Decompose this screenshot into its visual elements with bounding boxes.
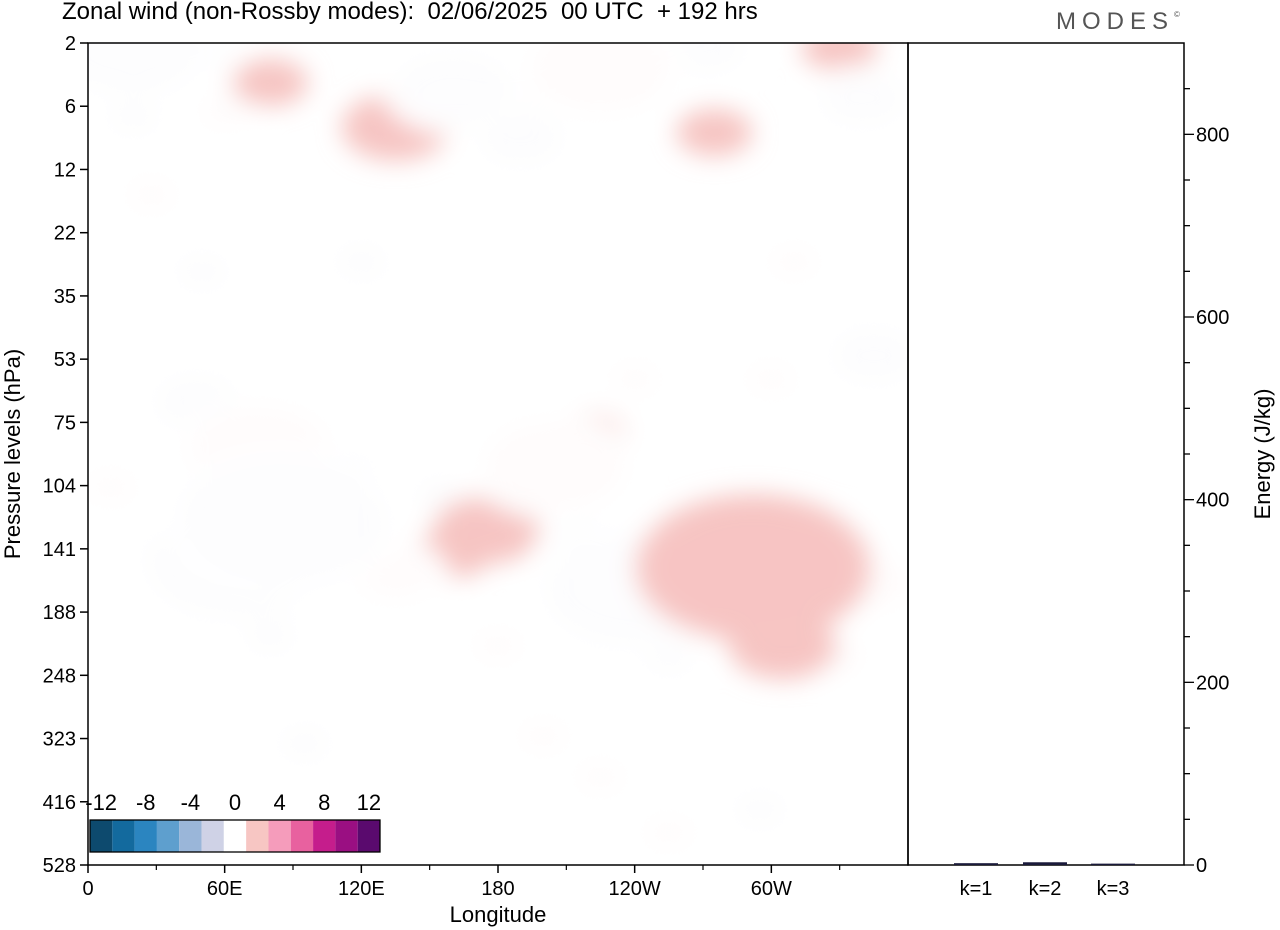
colorbar-swatch [112, 820, 135, 852]
y-tick-label: 35 [54, 286, 76, 308]
copyright-mark: © [1174, 10, 1180, 19]
y-tick-label: 104 [43, 476, 76, 498]
energy-tick-label: 400 [1196, 490, 1229, 512]
wind-anomaly-cell [505, 712, 582, 761]
y-tick-label: 416 [43, 792, 76, 814]
y-tick-label: 12 [54, 159, 76, 181]
colorbar-swatch [134, 820, 157, 852]
wind-anomaly-cell [630, 808, 708, 857]
energy-bar [954, 863, 998, 865]
wind-anomaly-cell [88, 43, 220, 102]
y-tick-label: 75 [54, 412, 76, 434]
x-tick-label: 180 [481, 878, 514, 900]
colorbar-label: -12 [85, 790, 117, 815]
wind-anomaly-cell [755, 237, 833, 286]
x-tick-label: 60E [207, 878, 243, 900]
y-tick-label: 22 [54, 223, 76, 245]
x-tick-label: 120E [338, 878, 385, 900]
x-axis: 0 60E 120E 180 120W 60W [82, 865, 841, 900]
energy-bar [1023, 862, 1067, 865]
energy-axis-label: Energy (J/kg) [1250, 389, 1275, 520]
wind-anomaly-cell [468, 411, 642, 520]
wind-anomaly-cell [514, 43, 687, 123]
chart-title: Zonal wind (non-Rossby modes): 02/06/202… [62, 0, 758, 25]
energy-category-label: k=1 [960, 878, 993, 900]
colorbar-swatch [313, 820, 336, 852]
y-axis-label: Pressure levels (hPa) [0, 349, 25, 559]
wind-anomaly-cell [634, 493, 872, 642]
y-axis: 2 6 12 22 35 53 75 104 141 188 248 323 416 528 [43, 33, 88, 877]
colorbar-swatch [201, 820, 224, 852]
wind-anomaly-cell [265, 719, 343, 768]
colorbar-label: -4 [181, 790, 201, 815]
wind-anomaly-cell [596, 355, 674, 404]
energy-bars: k=1 k=2 k=3 [954, 862, 1135, 900]
colorbar-swatch [246, 820, 269, 852]
y-tick-label: 53 [54, 349, 76, 371]
wind-anomaly-cell [562, 753, 639, 802]
energy-bar [1091, 863, 1135, 865]
wind-anomaly-cell [163, 247, 241, 296]
energy-axis: 0 200 400 600 800 [1184, 88, 1229, 877]
x-axis-label: Longitude [450, 902, 547, 927]
colorbar-swatch [357, 820, 380, 852]
energy-category-label: k=2 [1029, 878, 1062, 900]
colorbar-swatch [335, 820, 358, 852]
energy-panel-frame [907, 42, 1185, 866]
y-tick-label: 6 [65, 96, 76, 118]
colorbar-label: 12 [357, 790, 381, 815]
colorbar: -12 -8 -4 0 4 8 12 [85, 790, 381, 853]
energy-category-label: k=3 [1097, 878, 1130, 900]
y-tick-label: 141 [43, 539, 76, 561]
y-tick-label: 528 [43, 855, 76, 877]
wind-anomaly-cell [382, 46, 523, 135]
energy-tick-label: 0 [1196, 855, 1207, 877]
x-tick-label: 120W [609, 878, 661, 900]
wind-anomaly-cell [808, 64, 908, 133]
colorbar-swatch [223, 820, 247, 852]
modes-logo: MODES© [1056, 8, 1180, 36]
y-tick-label: 323 [43, 729, 76, 751]
colorbar-label: 4 [273, 790, 285, 815]
wind-anomaly-cell [721, 785, 799, 834]
x-tick-label: 60W [751, 878, 792, 900]
wind-anomaly-cell [675, 108, 753, 157]
colorbar-label: 8 [318, 790, 330, 815]
y-tick-label: 188 [43, 602, 76, 624]
wind-anomaly-cell [231, 58, 309, 107]
y-tick-label: 2 [65, 33, 76, 55]
wind-anomaly-cell [322, 237, 400, 286]
colorbar-swatch [268, 820, 291, 852]
logo-text: MODES [1056, 8, 1175, 35]
colorbar-label: -8 [136, 790, 156, 815]
wind-anomaly-cell [819, 321, 908, 390]
wind-anomaly-cell [163, 447, 401, 596]
wind-anomaly-cell [95, 92, 172, 141]
wind-anomaly-cell [113, 170, 191, 219]
energy-tick-label: 800 [1196, 124, 1229, 146]
colorbar-frame [89, 819, 381, 853]
heatmap-field [88, 43, 908, 857]
energy-tick-label: 600 [1196, 307, 1229, 329]
wind-anomaly-cell [88, 463, 150, 512]
wind-anomaly-cell [732, 355, 810, 404]
energy-tick-label: 200 [1196, 672, 1229, 694]
colorbar-swatch [156, 820, 180, 852]
wind-anomaly-cell [88, 573, 122, 602]
x-tick-label: 0 [82, 878, 93, 900]
colorbar-swatch [90, 820, 113, 852]
colorbar-swatch [179, 820, 202, 852]
wind-anomaly-cell [459, 621, 537, 670]
colorbar-label: 0 [229, 790, 241, 815]
colorbar-swatch [290, 820, 314, 852]
y-tick-label: 248 [43, 665, 76, 687]
